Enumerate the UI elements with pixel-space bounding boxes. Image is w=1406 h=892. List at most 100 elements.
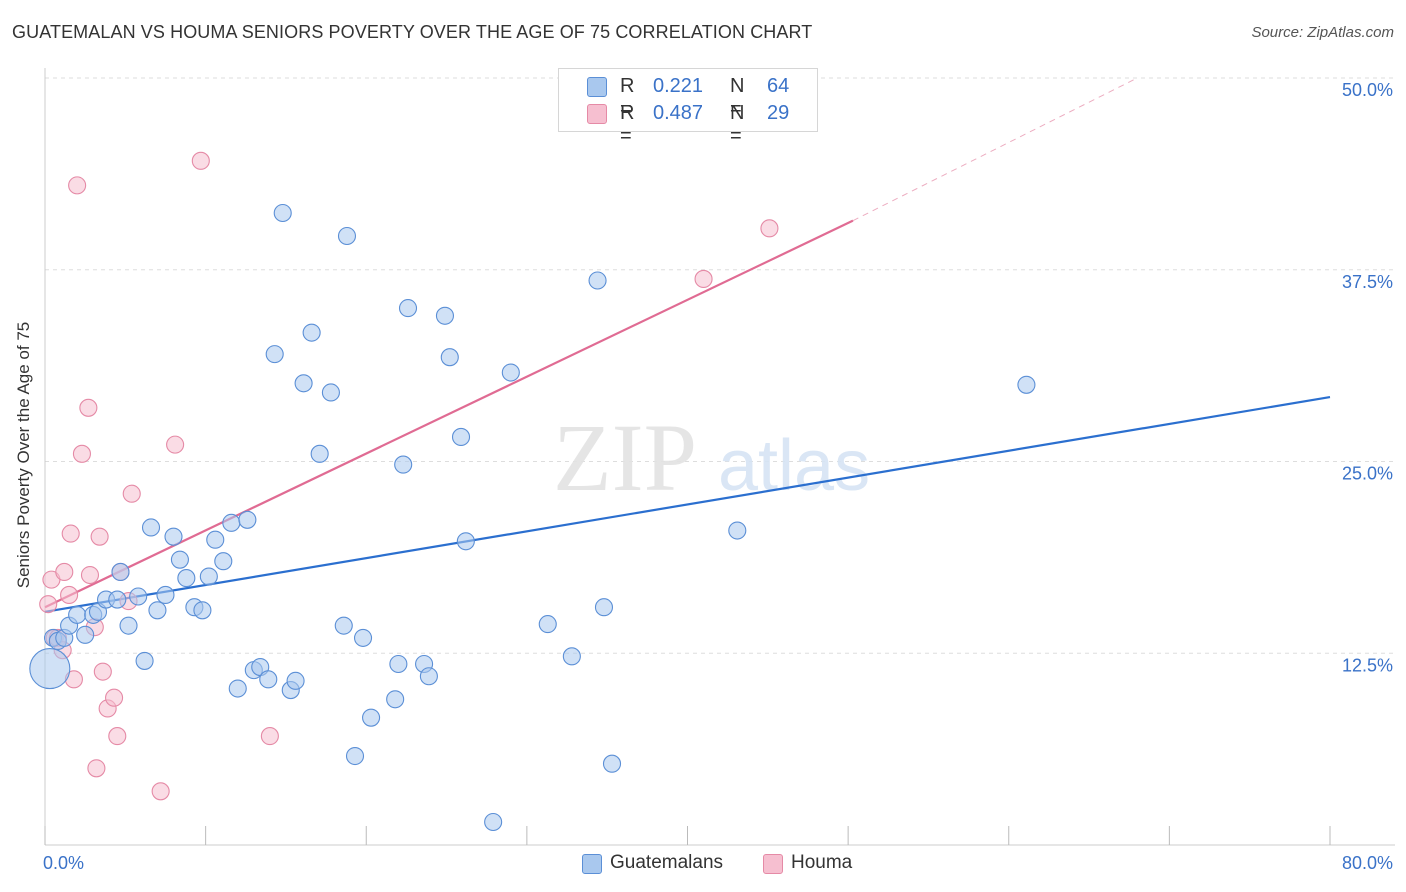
data-point-houma [55, 562, 74, 581]
legend-swatch-pink [587, 104, 607, 124]
data-point-guatemalans [728, 521, 747, 540]
data-point-guatemalans [435, 306, 455, 325]
x-tick-label: 0.0% [43, 853, 84, 873]
data-point-guatemalans [419, 667, 438, 686]
data-point-guatemalans [538, 615, 557, 634]
data-point-guatemalans [222, 513, 241, 532]
y-tick-label: 37.5% [1342, 272, 1393, 292]
data-point-guatemalans [302, 323, 321, 342]
data-point-guatemalans [440, 348, 459, 367]
data-point-guatemalans [562, 647, 581, 666]
data-point-houma [79, 398, 98, 417]
source-credit: Source: ZipAtlas.com [1251, 24, 1394, 41]
legend-r-value: 0.487 [653, 102, 704, 124]
legend-label-guatemalans: Guatemalans [610, 852, 724, 873]
data-point-guatemalans [501, 363, 520, 382]
data-point-guatemalans [29, 648, 71, 690]
grid-lines [45, 77, 1395, 654]
data-point-houma [166, 435, 185, 454]
trend-line-houma-extension [852, 77, 1138, 222]
x-tick-label: 80.0% [1342, 853, 1393, 873]
trend-lines [44, 77, 1331, 613]
data-point-houma [122, 484, 141, 503]
data-point-houma [151, 782, 170, 801]
data-point-houma [191, 151, 210, 170]
data-point-houma [60, 585, 79, 605]
data-point-guatemalans [129, 587, 148, 606]
data-point-guatemalans [141, 518, 161, 537]
legend-r-label: R = [620, 102, 635, 147]
data-point-guatemalans [594, 598, 614, 617]
data-point-houma [260, 727, 279, 746]
data-point-guatemalans [199, 567, 218, 586]
data-point-guatemalans [484, 812, 503, 832]
data-points [29, 151, 1036, 832]
legend-n-value: 64 [767, 75, 790, 97]
data-point-houma [105, 688, 124, 707]
legend-swatch-blue [582, 854, 602, 874]
data-point-guatemalans [238, 510, 257, 529]
watermark: ZIP atlas [553, 404, 870, 511]
legend-r-value: 0.221 [653, 75, 704, 97]
legend-n-value: 29 [767, 102, 790, 124]
watermark-atlas: atlas [718, 426, 870, 506]
legend-swatch-pink [763, 854, 783, 874]
y-tick-label: 50.0% [1342, 80, 1393, 100]
data-point-guatemalans [68, 605, 87, 624]
data-point-guatemalans [394, 455, 413, 474]
data-point-houma [68, 176, 87, 195]
data-point-houma [694, 269, 713, 289]
data-point-houma [80, 565, 100, 585]
tick-labels: 12.5% 25.0% 37.5% 50.0% 0.0% 80.0% [43, 80, 1393, 873]
data-point-guatemalans [193, 601, 212, 620]
legend-label-houma: Houma [791, 852, 853, 873]
data-point-houma [93, 662, 112, 681]
data-point-guatemalans [273, 203, 292, 223]
data-point-houma [39, 595, 58, 614]
legend-r-label: R = [620, 75, 635, 120]
data-point-houma [760, 219, 779, 238]
legend-n-label: N = [730, 102, 745, 147]
data-point-guatemalans [177, 569, 196, 588]
axes [44, 68, 1395, 846]
data-point-houma [87, 759, 106, 778]
data-point-guatemalans [259, 670, 278, 689]
data-point-guatemalans [108, 590, 127, 609]
data-point-guatemalans [119, 616, 138, 635]
data-point-guatemalans [456, 532, 475, 551]
data-point-guatemalans [451, 427, 471, 447]
data-point-guatemalans [164, 527, 183, 546]
data-point-guatemalans [135, 651, 154, 670]
data-point-houma [61, 524, 80, 543]
data-point-guatemalans [334, 616, 353, 635]
data-point-houma [90, 527, 109, 546]
y-tick-label: 25.0% [1342, 464, 1393, 484]
chart-title: GUATEMALAN VS HOUMA SENIORS POVERTY OVER… [12, 22, 813, 42]
data-point-guatemalans [1017, 375, 1036, 394]
data-point-guatemalans [398, 299, 418, 318]
data-point-guatemalans [602, 754, 622, 773]
data-point-guatemalans [214, 552, 233, 571]
watermark-zip: ZIP [553, 404, 697, 511]
y-tick-label: 12.5% [1342, 655, 1393, 675]
data-point-guatemalans [362, 708, 381, 727]
data-point-guatemalans [294, 374, 313, 393]
data-point-guatemalans [353, 628, 373, 647]
data-point-guatemalans [310, 444, 329, 463]
data-point-guatemalans [206, 530, 225, 549]
legend-swatch-blue [587, 77, 607, 97]
correlation-legend: R = 0.221 N = 64 R = 0.487 N = 29 [558, 68, 818, 147]
data-point-guatemalans [76, 625, 95, 644]
data-point-guatemalans [156, 585, 175, 605]
data-point-houma [72, 444, 91, 463]
data-point-guatemalans [265, 345, 284, 364]
y-axis-label: Seniors Poverty Over the Age of 75 [14, 321, 33, 589]
data-point-guatemalans [286, 671, 305, 690]
data-point-guatemalans [337, 226, 357, 246]
data-point-guatemalans [386, 690, 405, 709]
trend-line-houma [44, 219, 854, 609]
data-point-guatemalans [389, 654, 408, 674]
data-point-guatemalans [111, 562, 130, 581]
data-point-guatemalans [148, 601, 167, 620]
